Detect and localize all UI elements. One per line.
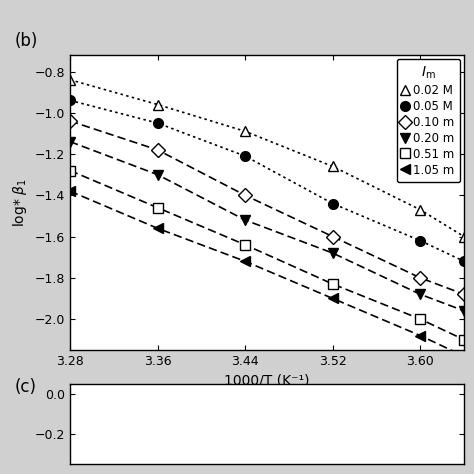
X-axis label: 1000/T (K⁻¹): 1000/T (K⁻¹): [224, 374, 310, 387]
Text: (c): (c): [15, 378, 37, 396]
Legend: 0.02 M, 0.05 M, 0.10 m, 0.20 m, 0.51 m, 1.05 m: 0.02 M, 0.05 M, 0.10 m, 0.20 m, 0.51 m, …: [397, 59, 460, 182]
Text: (b): (b): [15, 32, 38, 50]
Y-axis label: log* $\beta_1$: log* $\beta_1$: [11, 178, 29, 227]
